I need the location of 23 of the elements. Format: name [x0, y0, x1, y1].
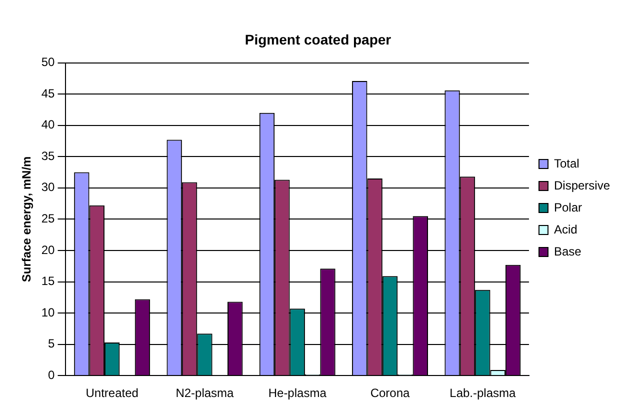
y-tick-label: 25	[41, 212, 56, 226]
chart-title: Pigment coated paper	[244, 31, 392, 48]
y-tick-label: 35	[41, 148, 56, 163]
y-tick-label: 20	[41, 242, 56, 257]
y-tick-label: 40	[41, 118, 56, 132]
y-tick-label: 15	[41, 274, 56, 288]
x-tick-label: Lab.-plasma	[450, 386, 516, 400]
x-tick-label: He-plasma	[268, 386, 327, 400]
x-tick-label: Untreated	[86, 386, 138, 400]
y-tick-label: 10	[41, 305, 56, 320]
legend-label: Dispersive	[554, 178, 610, 192]
legend-label: Total	[554, 156, 580, 170]
legend-label: Acid	[554, 222, 578, 236]
x-tick-label: Corona	[370, 386, 410, 400]
y-tick-label: 5	[48, 336, 56, 351]
y-tick-label: 50	[41, 55, 56, 70]
y-tick-label: 0	[48, 368, 56, 382]
legend-label: Base	[554, 244, 582, 258]
legend-label: Polar	[554, 200, 582, 214]
y-axis-title: Surface energy, mN/m	[20, 156, 34, 282]
y-tick-label: 45	[41, 86, 56, 100]
x-tick-label: N2-plasma	[176, 386, 234, 400]
y-tick-label: 30	[41, 180, 56, 194]
